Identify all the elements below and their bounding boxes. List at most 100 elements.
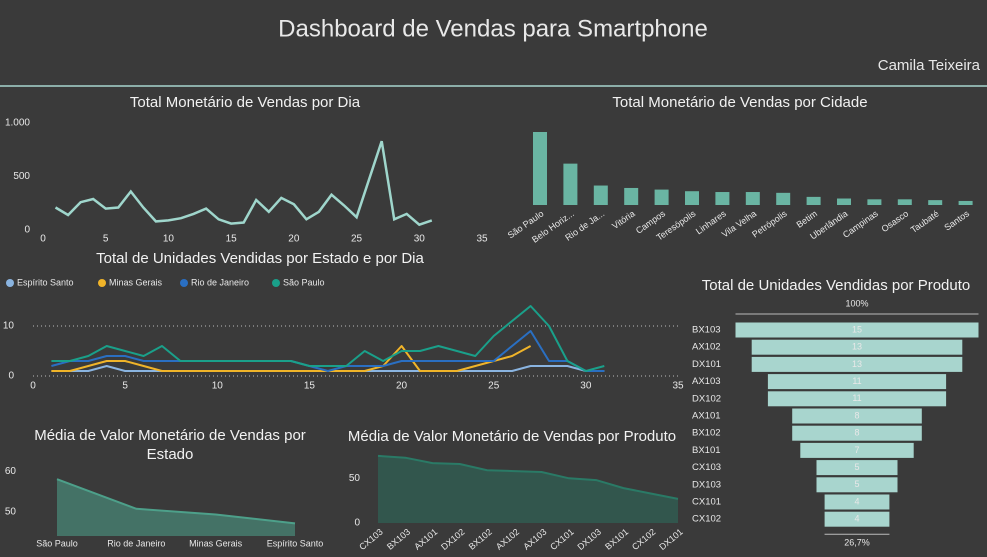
x-tick-label: 30 bbox=[580, 381, 592, 392]
y-tick-label: 0 bbox=[24, 225, 30, 236]
x-tick-label: São Paulo bbox=[36, 538, 78, 548]
x-tick-label: 30 bbox=[414, 234, 426, 245]
x-tick-label: 0 bbox=[30, 381, 36, 392]
bar bbox=[593, 185, 608, 205]
legend-marker bbox=[98, 279, 106, 287]
x-tick-label: 15 bbox=[226, 234, 238, 245]
x-tick-label: BX102 bbox=[467, 527, 494, 552]
series-line bbox=[51, 345, 532, 372]
value-label: 4 bbox=[854, 496, 859, 506]
bar bbox=[897, 199, 912, 205]
funnel-bar bbox=[816, 477, 898, 493]
funnel-bar bbox=[767, 391, 947, 407]
funnel-bar bbox=[751, 339, 963, 355]
value-label: 5 bbox=[854, 479, 859, 489]
value-label: 13 bbox=[852, 342, 862, 352]
funnel-bar bbox=[751, 356, 963, 372]
value-label: 15 bbox=[852, 324, 862, 334]
x-tick-label: AX102 bbox=[494, 527, 521, 552]
legend-label: Espírito Santo bbox=[17, 277, 74, 287]
x-tick-label: 0 bbox=[40, 234, 46, 245]
line bbox=[54, 140, 433, 227]
page-title: Dashboard de Vendas para Smartphone bbox=[278, 15, 708, 42]
value-label: 8 bbox=[854, 428, 859, 438]
legend-label: Minas Gerais bbox=[109, 277, 163, 287]
area bbox=[378, 455, 678, 523]
x-tick-label: Taubaté bbox=[909, 208, 941, 235]
chart-title: Total de Unidades Vendidas por Produto bbox=[702, 277, 971, 294]
y-tick-label: 500 bbox=[13, 171, 30, 182]
value-label: 4 bbox=[854, 514, 859, 524]
bar bbox=[685, 191, 699, 205]
bar bbox=[806, 196, 821, 205]
value-label: 11 bbox=[852, 376, 861, 386]
y-tick-label: 60 bbox=[5, 466, 17, 477]
x-tick-label: 10 bbox=[163, 234, 175, 245]
funnel-bar bbox=[824, 494, 890, 510]
x-tick-label: 10 bbox=[212, 381, 224, 392]
value-label: 13 bbox=[852, 359, 862, 369]
funnel-bar bbox=[792, 425, 922, 441]
x-tick-label: CX103 bbox=[357, 527, 385, 552]
legend-marker bbox=[6, 279, 14, 287]
x-tick-label: AX103 bbox=[521, 527, 548, 552]
x-tick-label: 25 bbox=[351, 234, 363, 245]
category-label: DX103 bbox=[692, 479, 721, 490]
x-tick-label: CX102 bbox=[630, 527, 658, 552]
category-label: BX103 bbox=[692, 325, 721, 336]
chart-title: Total Monetário de Vendas por Dia bbox=[130, 94, 361, 111]
x-tick-label: BX101 bbox=[603, 527, 630, 552]
x-tick-label: Minas Gerais bbox=[189, 538, 243, 548]
bar bbox=[745, 192, 760, 205]
chart-title: Total de Unidades Vendidas por Estado e … bbox=[96, 250, 424, 267]
author: Camila Teixeira bbox=[878, 57, 981, 74]
chart-title: Média de Valor Monetário de Vendas por P… bbox=[348, 428, 676, 445]
x-tick-label: Petrópolis bbox=[750, 208, 789, 239]
legend-label: Rio de Janeiro bbox=[191, 277, 249, 287]
funnel-bar bbox=[735, 322, 979, 338]
legend-marker bbox=[272, 279, 280, 287]
x-tick-label: 5 bbox=[103, 234, 109, 245]
line bbox=[56, 478, 296, 525]
x-tick-label: 20 bbox=[396, 381, 408, 392]
area bbox=[57, 479, 295, 536]
x-tick-label: 25 bbox=[488, 381, 500, 392]
x-tick-label: 15 bbox=[304, 381, 316, 392]
value-label: 7 bbox=[854, 445, 859, 455]
percent-label: 100% bbox=[845, 298, 868, 308]
x-tick-label: 5 bbox=[122, 381, 128, 392]
category-label: CX103 bbox=[692, 462, 721, 473]
value-label: 11 bbox=[852, 393, 861, 403]
y-tick-label: 50 bbox=[5, 506, 17, 517]
x-tick-label: DX103 bbox=[575, 527, 603, 552]
bar bbox=[837, 198, 851, 205]
funnel-bar bbox=[816, 460, 898, 476]
x-tick-label: Betim bbox=[795, 208, 820, 229]
category-label: AX101 bbox=[692, 411, 721, 422]
x-tick-label: DX101 bbox=[657, 527, 685, 552]
legend-marker bbox=[180, 279, 188, 287]
bar bbox=[867, 199, 882, 205]
category-label: AX102 bbox=[692, 342, 721, 353]
bar bbox=[563, 163, 578, 205]
x-tick-label: BX103 bbox=[385, 527, 412, 552]
x-tick-label: Osasco bbox=[880, 208, 911, 234]
x-tick-label: 35 bbox=[672, 381, 684, 392]
x-tick-label: Espírito Santo bbox=[267, 538, 324, 548]
x-tick-label: Vitória bbox=[610, 208, 637, 231]
y-tick-label: 1.000 bbox=[5, 118, 30, 129]
percent-label: 26,7% bbox=[844, 538, 870, 548]
x-tick-label: CX101 bbox=[548, 527, 576, 552]
chart-title: Total Monetário de Vendas por Cidade bbox=[612, 94, 867, 111]
category-label: CX101 bbox=[692, 497, 721, 508]
x-tick-label: AX101 bbox=[412, 527, 439, 552]
bar bbox=[928, 200, 943, 205]
bar bbox=[715, 192, 730, 205]
category-label: AX103 bbox=[692, 376, 721, 387]
x-tick-label: 35 bbox=[476, 234, 488, 245]
line bbox=[377, 454, 679, 500]
legend-label: São Paulo bbox=[283, 277, 325, 287]
x-tick-label: DX102 bbox=[439, 527, 467, 552]
y-tick-label: 0 bbox=[8, 371, 14, 382]
